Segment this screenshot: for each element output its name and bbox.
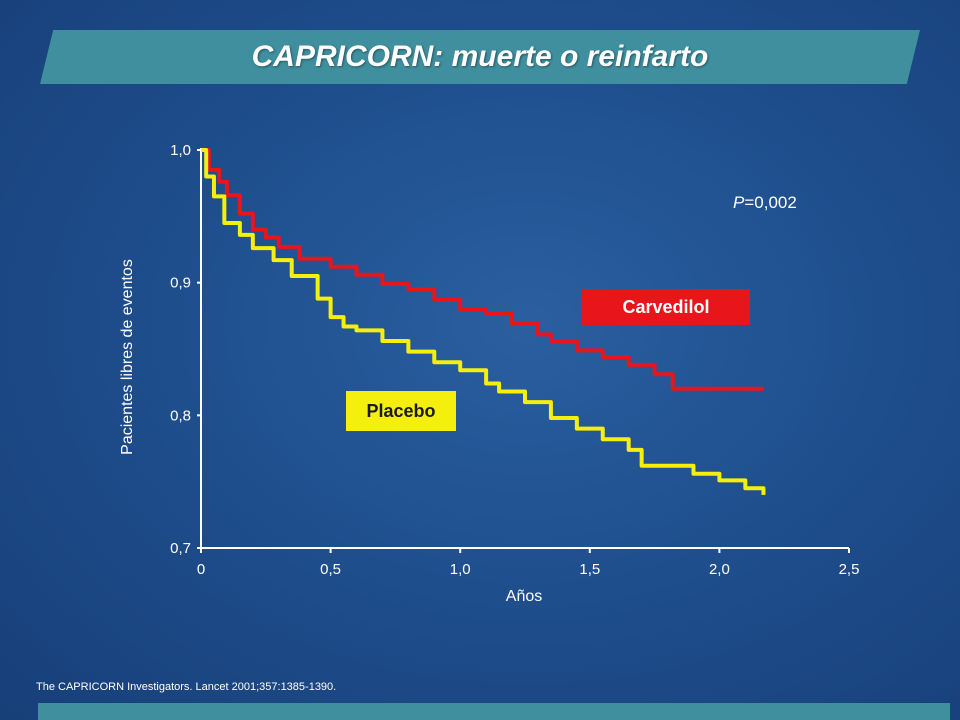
y-axis-label: Pacientes libres de eventos xyxy=(119,259,136,455)
x-tick-label: 1,0 xyxy=(450,561,471,578)
x-tick-label: 2,0 xyxy=(709,561,730,578)
y-tick-label: 0,8 xyxy=(170,407,191,424)
title-banner: CAPRICORN: muerte o reinfarto xyxy=(40,30,920,84)
y-tick-label: 0,9 xyxy=(170,275,191,292)
bottom-bar xyxy=(38,703,950,720)
legend-placebo: Placebo xyxy=(346,391,456,431)
page-title: CAPRICORN: muerte o reinfarto xyxy=(251,40,709,73)
x-axis-label: Años xyxy=(505,588,543,605)
x-tick-label: 0,5 xyxy=(320,561,341,578)
series-line-placebo xyxy=(201,148,766,495)
x-tick-label: 2,5 xyxy=(839,561,860,578)
p-value-italic: P xyxy=(733,193,745,212)
citation: The CAPRICORN Investigators. Lancet 2001… xyxy=(36,681,337,693)
series-line-carvedilol xyxy=(201,148,764,391)
chart-axes: 0,7 0,8 0,9 1,0 0 0,5 1,0 1,5 2,0 2,5 xyxy=(170,142,859,578)
y-tick-label: 1,0 xyxy=(170,142,191,159)
y-tick-label: 0,7 xyxy=(170,540,191,557)
x-tick-label: 0 xyxy=(197,561,205,578)
p-value-annotation: P=0,002 xyxy=(733,193,797,212)
p-value-number: =0,002 xyxy=(744,193,796,212)
x-tick-label: 1,5 xyxy=(579,561,600,578)
chart-series xyxy=(201,148,766,495)
legend-carvedilol: Carvedilol xyxy=(582,289,750,325)
